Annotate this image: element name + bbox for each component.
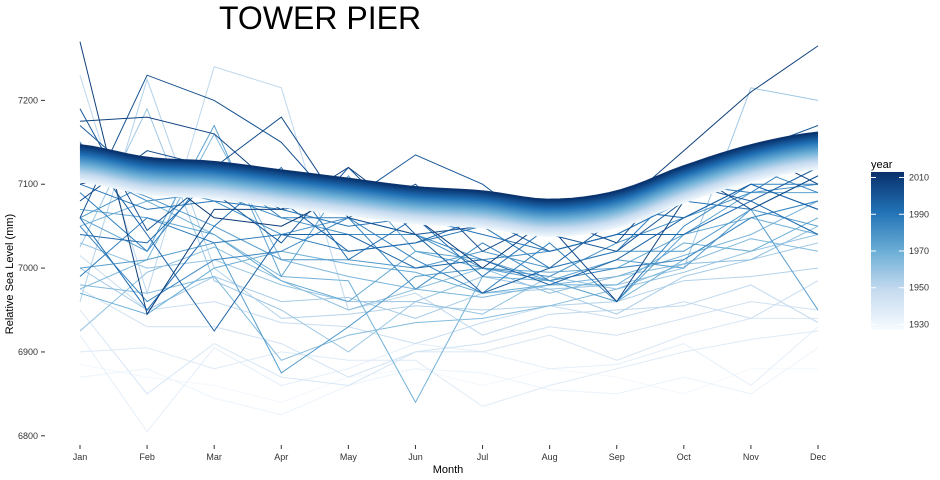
smooth-band bbox=[79, 131, 819, 237]
series-line bbox=[79, 326, 819, 433]
x-tick-label: Apr bbox=[274, 452, 288, 462]
series-line bbox=[79, 132, 819, 298]
series-lines bbox=[79, 41, 819, 433]
series-line bbox=[79, 234, 819, 315]
series-line bbox=[79, 225, 819, 332]
series-line bbox=[79, 124, 818, 303]
series-line bbox=[79, 309, 818, 395]
x-axis-title: Month bbox=[433, 464, 464, 476]
x-tick-label: Jan bbox=[73, 452, 88, 462]
legend-tick-label: 1930 bbox=[909, 319, 929, 329]
x-axis: Jan Feb Mar Apr May Jun Jul Aug Sep Oct Nov Dec bbox=[73, 445, 827, 462]
series-line bbox=[79, 208, 819, 374]
x-tick-label: Sep bbox=[609, 452, 625, 462]
smooth-curve bbox=[79, 131, 819, 201]
color-legend: year 1930 1950 1970 1990 2010 bbox=[871, 159, 929, 330]
x-tick-label: Mar bbox=[206, 452, 222, 462]
series-line bbox=[79, 364, 818, 403]
y-tick-label: 7100 bbox=[18, 179, 38, 189]
series-line bbox=[79, 200, 819, 404]
chart-title: TOWER PIER bbox=[219, 0, 421, 36]
series-line bbox=[79, 347, 819, 416]
x-tick-label: Jun bbox=[408, 452, 423, 462]
x-tick-label: May bbox=[340, 452, 358, 462]
legend-tick-label: 1950 bbox=[909, 283, 929, 293]
legend-tick-label: 1990 bbox=[909, 209, 929, 219]
series-line bbox=[79, 41, 819, 316]
x-tick-label: Jul bbox=[477, 452, 489, 462]
y-tick-label: 7000 bbox=[18, 263, 38, 273]
legend-tick-label: 1970 bbox=[909, 246, 929, 256]
series-line bbox=[79, 171, 819, 269]
series-line bbox=[79, 242, 819, 319]
series-line bbox=[79, 87, 819, 353]
series-line bbox=[79, 288, 819, 378]
series-line bbox=[79, 330, 819, 408]
legend-ticks: 1930 1950 1970 1990 2010 bbox=[871, 173, 929, 329]
y-axis: 6800 6900 7000 7100 7200 bbox=[18, 95, 45, 441]
series-line bbox=[79, 238, 819, 361]
x-tick-label: Feb bbox=[139, 452, 155, 462]
x-tick-label: Nov bbox=[743, 452, 760, 462]
legend-colorbar bbox=[871, 172, 904, 330]
x-tick-label: Aug bbox=[542, 452, 558, 462]
legend-tick-label: 2010 bbox=[909, 173, 929, 183]
y-tick-label: 7200 bbox=[18, 95, 38, 105]
y-axis-title: Relative Sea Level (mm) bbox=[4, 214, 16, 334]
legend-title: year bbox=[871, 159, 893, 171]
series-line bbox=[79, 66, 819, 336]
x-tick-label: Dec bbox=[810, 452, 827, 462]
series-line bbox=[79, 200, 819, 303]
y-tick-label: 6900 bbox=[18, 347, 38, 357]
y-tick-label: 6800 bbox=[18, 431, 38, 441]
x-tick-label: Oct bbox=[677, 452, 692, 462]
series-line bbox=[79, 255, 819, 345]
